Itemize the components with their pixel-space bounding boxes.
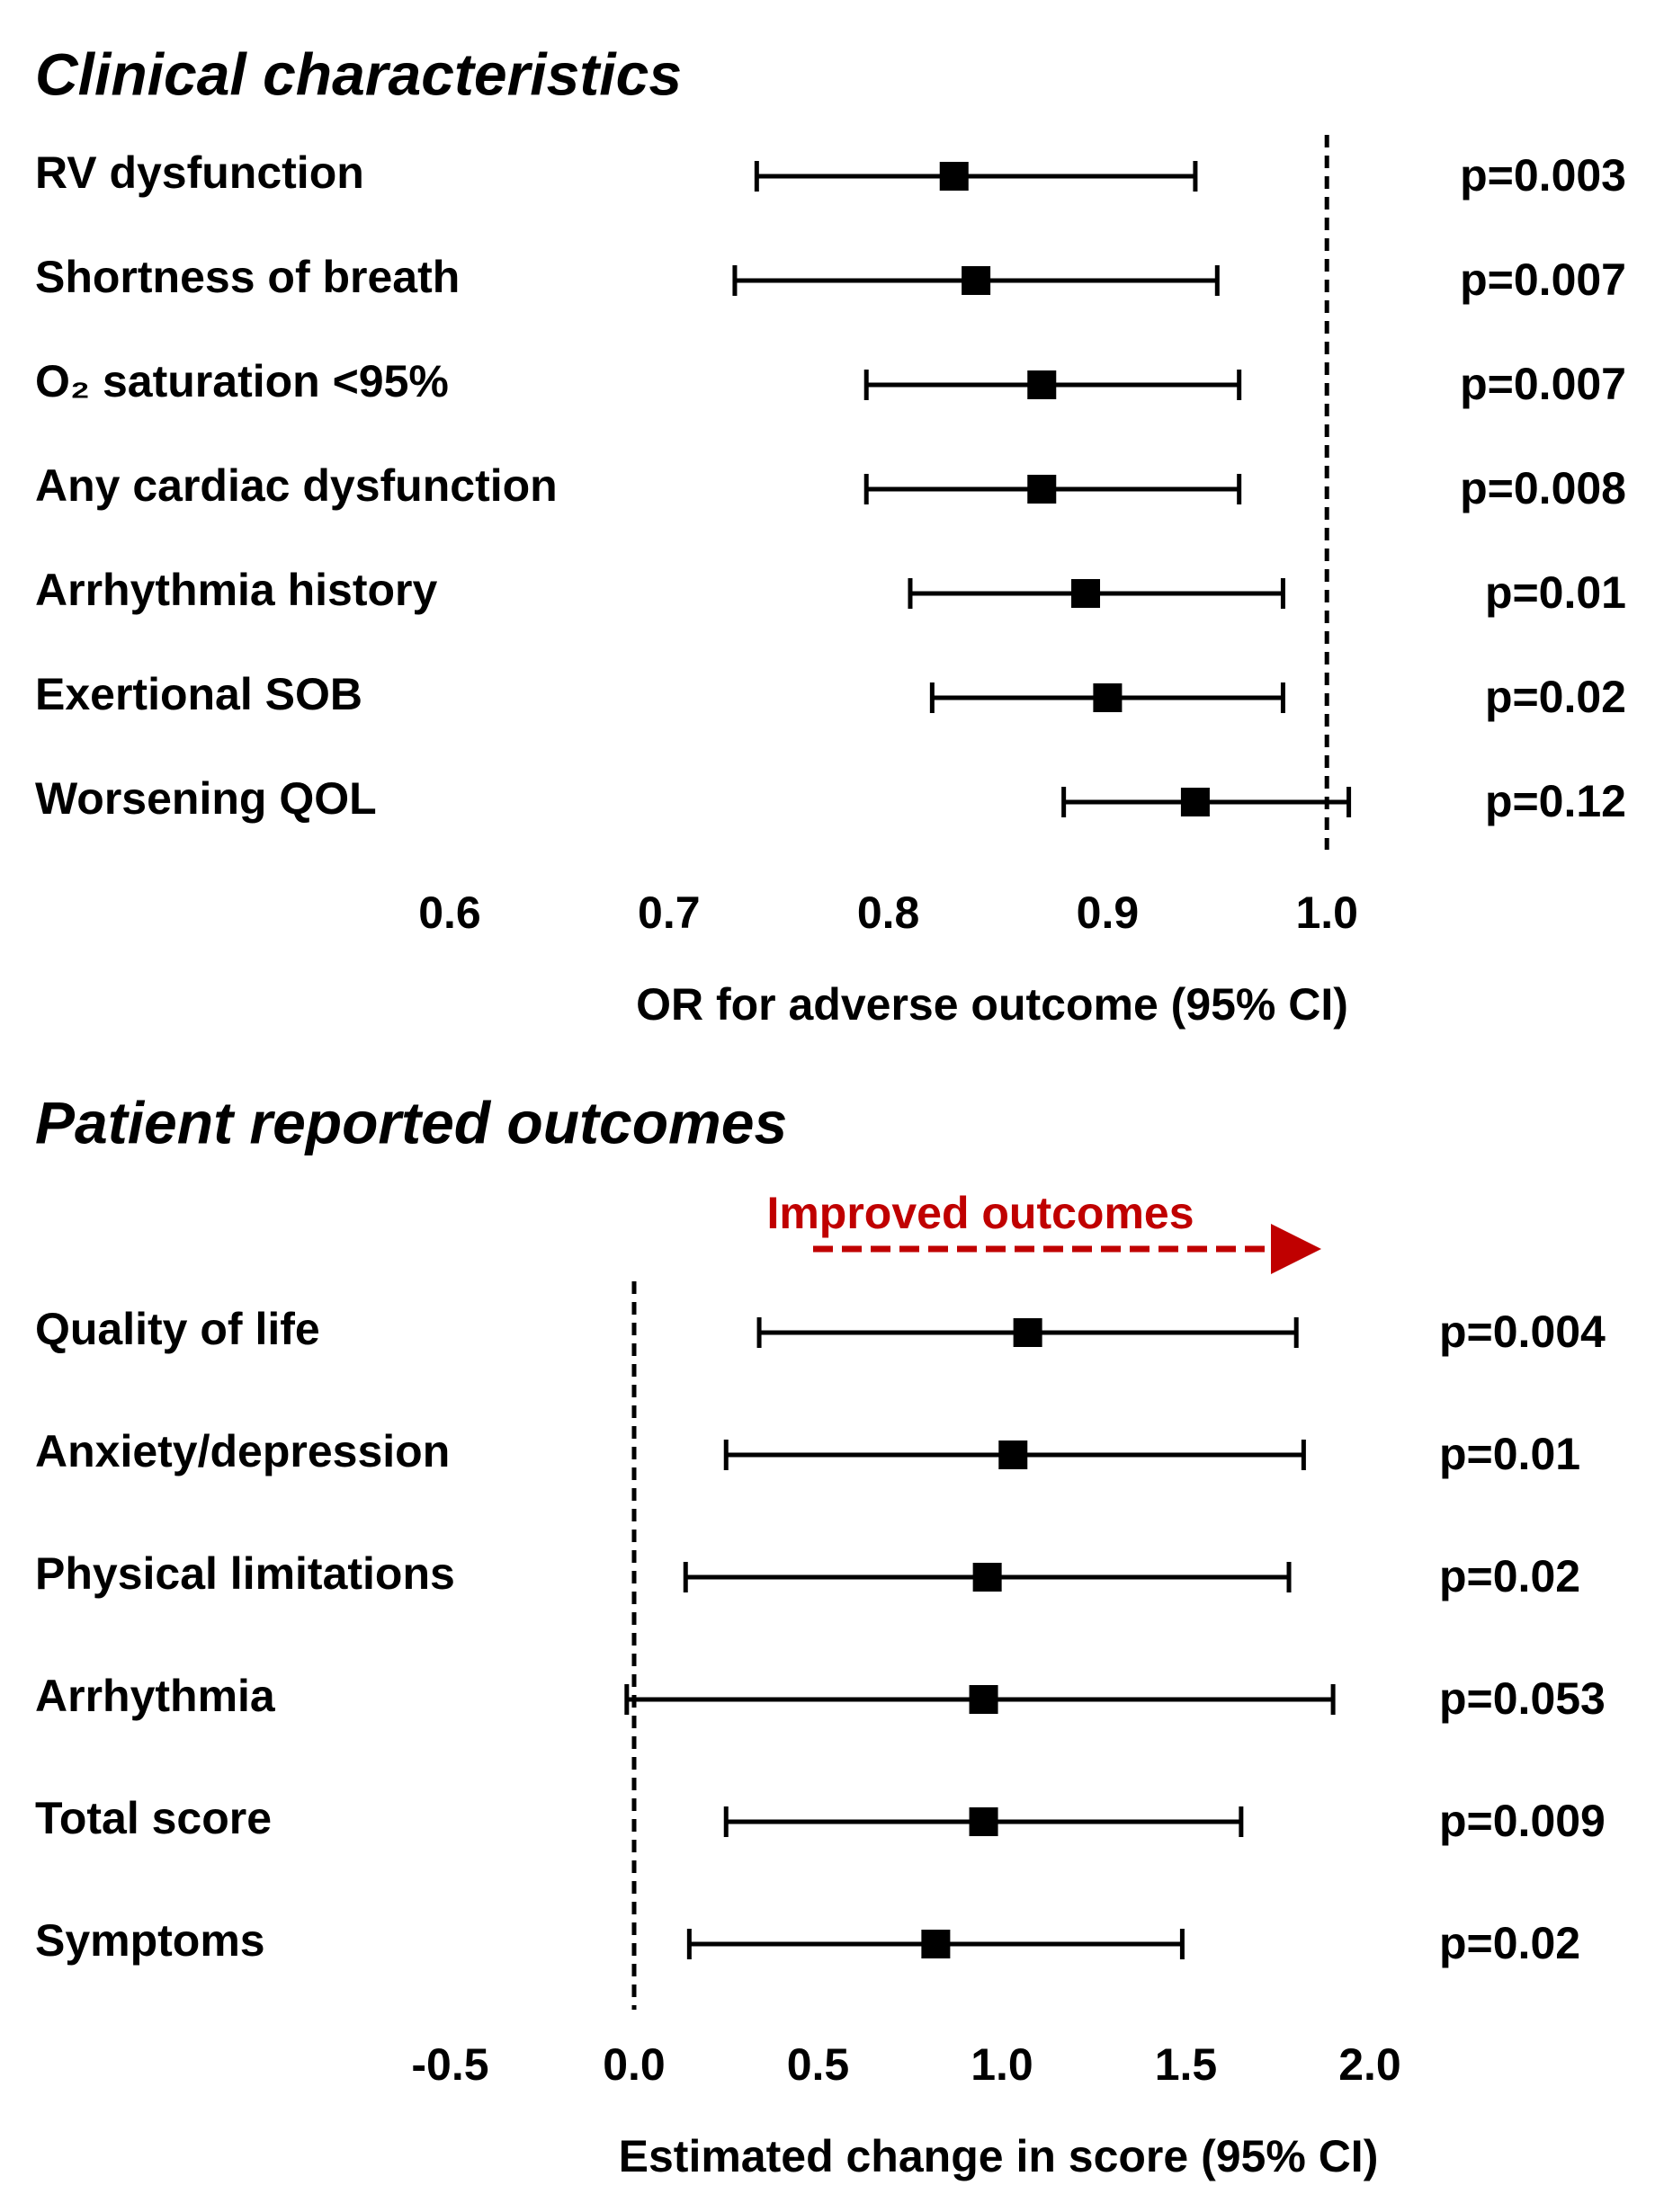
x-tick-label: 0.8 xyxy=(857,887,920,938)
p-value: p=0.008 xyxy=(1460,463,1626,513)
x-tick-label: 0.0 xyxy=(603,2039,666,2090)
point-estimate xyxy=(939,162,969,191)
row-label: Anxiety/depression xyxy=(35,1426,450,1476)
point-estimate xyxy=(962,266,991,295)
x-tick-label: 1.0 xyxy=(971,2039,1033,2090)
p-value: p=0.003 xyxy=(1460,150,1626,201)
p-value: p=0.007 xyxy=(1460,359,1626,409)
point-estimate xyxy=(1093,683,1123,712)
x-tick-label: 0.5 xyxy=(787,2039,850,2090)
chart-title: Patient reported outcomes xyxy=(35,1089,787,1155)
p-value: p=0.02 xyxy=(1439,1551,1580,1601)
point-estimate xyxy=(1013,1318,1042,1347)
p-value: p=0.12 xyxy=(1485,776,1626,826)
p-value: p=0.02 xyxy=(1439,1918,1580,1968)
p-value: p=0.02 xyxy=(1485,672,1626,722)
row-label: Physical limitations xyxy=(35,1548,455,1599)
row-label: Exertional SOB xyxy=(35,669,362,719)
x-tick-label: 0.9 xyxy=(1077,887,1140,938)
row-label: Total score xyxy=(35,1793,272,1843)
row-label: Shortness of breath xyxy=(35,252,460,302)
point-estimate xyxy=(972,1563,1002,1592)
point-estimate xyxy=(1071,579,1101,608)
point-estimate xyxy=(921,1930,951,1958)
x-tick-label: 1.5 xyxy=(1155,2039,1218,2090)
x-tick-label: 0.7 xyxy=(638,887,701,938)
row-label: Any cardiac dysfunction xyxy=(35,460,558,511)
point-estimate xyxy=(969,1807,998,1836)
chart-title: Clinical characteristics xyxy=(35,40,682,107)
annotation: Improved outcomes xyxy=(766,1188,1194,1238)
row-label: Arrhythmia history xyxy=(35,565,438,615)
row-label: Symptoms xyxy=(35,1915,265,1966)
point-estimate xyxy=(998,1440,1028,1469)
x-axis-label: OR for adverse outcome (95% CI) xyxy=(636,979,1348,1030)
p-value: p=0.009 xyxy=(1439,1796,1606,1846)
x-tick-label: 2.0 xyxy=(1338,2039,1401,2090)
p-value: p=0.01 xyxy=(1439,1429,1580,1479)
p-value: p=0.007 xyxy=(1460,254,1626,305)
x-tick-label: 1.0 xyxy=(1295,887,1358,938)
point-estimate xyxy=(969,1685,998,1714)
row-label: RV dysfunction xyxy=(35,147,364,198)
row-label: O₂ saturation <95% xyxy=(35,356,449,406)
p-value: p=0.053 xyxy=(1439,1673,1606,1724)
x-tick-label: 0.6 xyxy=(418,887,481,938)
row-label: Worsening QOL xyxy=(35,773,377,824)
point-estimate xyxy=(1027,370,1057,399)
p-value: p=0.01 xyxy=(1485,567,1626,618)
x-tick-label: -0.5 xyxy=(411,2039,488,2090)
point-estimate xyxy=(1027,475,1057,504)
row-label: Quality of life xyxy=(35,1304,320,1354)
x-axis-label: Estimated change in score (95% CI) xyxy=(619,2131,1379,2181)
row-label: Arrhythmia xyxy=(35,1671,276,1721)
p-value: p=0.004 xyxy=(1439,1307,1606,1357)
point-estimate xyxy=(1180,788,1210,816)
